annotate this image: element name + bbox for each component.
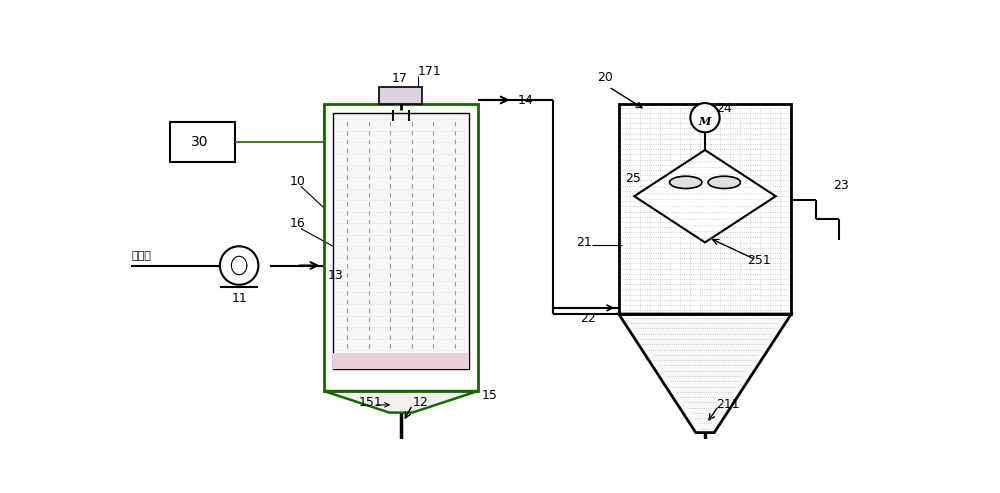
- Text: 251: 251: [747, 254, 771, 267]
- Polygon shape: [619, 314, 791, 433]
- Text: 21: 21: [576, 236, 592, 249]
- Bar: [170, 122, 235, 162]
- Bar: [379, 87, 422, 104]
- Text: 16: 16: [289, 217, 305, 230]
- Text: 25: 25: [625, 173, 641, 185]
- Text: 24: 24: [717, 102, 732, 114]
- Polygon shape: [634, 150, 776, 243]
- Ellipse shape: [708, 176, 740, 188]
- Text: M: M: [698, 116, 710, 127]
- Text: 22: 22: [580, 312, 596, 325]
- Text: 17: 17: [392, 72, 407, 85]
- Text: 12: 12: [412, 396, 428, 409]
- Bar: [324, 104, 478, 391]
- Text: 211: 211: [717, 398, 740, 411]
- Text: 171: 171: [418, 65, 442, 77]
- Text: 23: 23: [834, 178, 849, 191]
- Text: 10: 10: [289, 175, 305, 188]
- Circle shape: [690, 103, 720, 132]
- Bar: [619, 104, 791, 314]
- Text: 11: 11: [231, 292, 247, 306]
- Text: 20: 20: [597, 70, 613, 84]
- Ellipse shape: [670, 176, 702, 188]
- Polygon shape: [324, 391, 478, 413]
- Bar: [333, 113, 469, 369]
- Bar: [333, 352, 469, 369]
- Text: 15: 15: [482, 388, 498, 402]
- Text: 进水源: 进水源: [131, 251, 151, 261]
- Text: 151: 151: [358, 396, 382, 409]
- Text: 14: 14: [518, 94, 534, 107]
- Circle shape: [220, 246, 258, 285]
- Text: 13: 13: [328, 269, 343, 282]
- Text: 30: 30: [191, 135, 209, 149]
